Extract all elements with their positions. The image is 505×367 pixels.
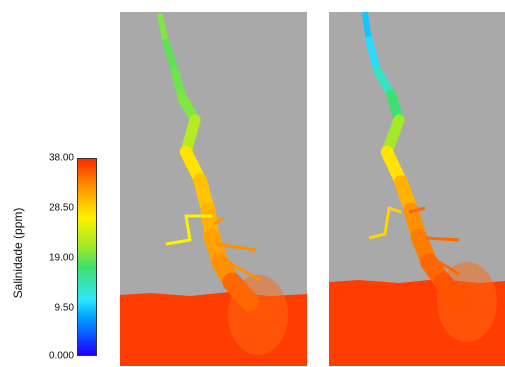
colorbar-title-text: Salinidade (ppm) [11, 207, 25, 299]
colorbar-tick-9-5: 9.50 [54, 302, 74, 314]
colorbar-tick-38: 38.00 [48, 152, 74, 164]
river-branch [215, 242, 257, 252]
river-segment [365, 36, 381, 74]
river-branch [408, 206, 426, 214]
salinity-map-left-svg [120, 12, 307, 366]
colorbar-title: Salinidade (ppm) [4, 178, 32, 328]
river-segment [222, 272, 260, 312]
salinity-map-right [329, 12, 505, 366]
river-branch [424, 236, 460, 242]
river-branch [368, 206, 402, 240]
river-segment [162, 38, 179, 76]
colorbar-tick-28-5: 28.50 [48, 202, 74, 214]
salinity-map-right-svg [329, 12, 505, 366]
colorbar-tick-0: 0.000 [48, 350, 74, 362]
river-segment [157, 13, 169, 45]
river-segment [362, 12, 372, 43]
river-segment [433, 272, 469, 312]
river-branch [213, 216, 225, 226]
colorbar-tick-19: 19.00 [48, 252, 74, 264]
river-branch [223, 258, 261, 282]
colorbar [77, 158, 97, 356]
river-branch [428, 254, 460, 276]
river-branch [165, 214, 212, 246]
salinity-map-left [120, 12, 307, 366]
